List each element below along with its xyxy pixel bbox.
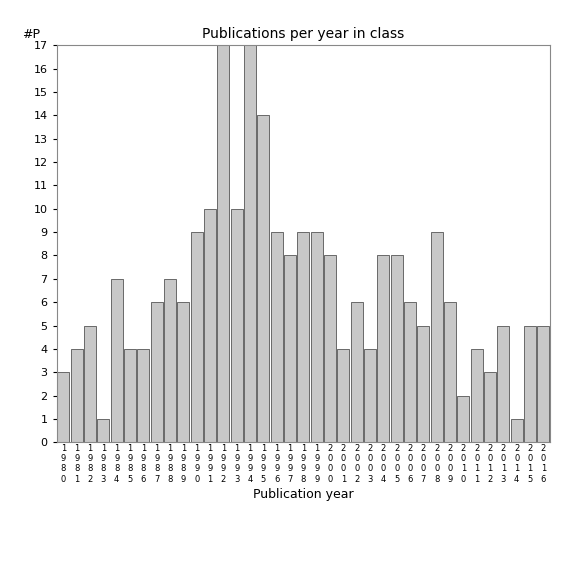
Bar <box>98 419 109 442</box>
Bar <box>444 302 456 442</box>
Bar <box>417 325 429 442</box>
Bar <box>378 256 390 442</box>
Bar <box>164 279 176 442</box>
Bar <box>524 325 536 442</box>
Bar <box>404 302 416 442</box>
Bar <box>497 325 509 442</box>
Bar <box>137 349 149 442</box>
Bar <box>111 279 122 442</box>
Bar <box>244 45 256 442</box>
Bar <box>270 232 283 442</box>
Bar <box>204 209 216 442</box>
Bar <box>177 302 189 442</box>
Bar <box>471 349 483 442</box>
Bar <box>337 349 349 442</box>
Bar <box>350 302 363 442</box>
Bar <box>511 419 523 442</box>
Bar <box>217 45 230 442</box>
Bar <box>257 116 269 442</box>
Bar <box>57 372 69 442</box>
X-axis label: Publication year: Publication year <box>253 488 354 501</box>
Bar <box>324 256 336 442</box>
Bar <box>84 325 96 442</box>
Bar <box>484 372 496 442</box>
Bar <box>231 209 243 442</box>
Bar <box>124 349 136 442</box>
Bar <box>391 256 403 442</box>
Bar <box>364 349 376 442</box>
Bar <box>284 256 296 442</box>
Bar <box>431 232 443 442</box>
Bar <box>297 232 310 442</box>
Text: #P: #P <box>22 28 40 41</box>
Bar <box>71 349 83 442</box>
Bar <box>151 302 163 442</box>
Bar <box>191 232 202 442</box>
Bar <box>458 396 469 442</box>
Bar <box>311 232 323 442</box>
Title: Publications per year in class: Publications per year in class <box>202 27 404 41</box>
Bar <box>538 325 549 442</box>
